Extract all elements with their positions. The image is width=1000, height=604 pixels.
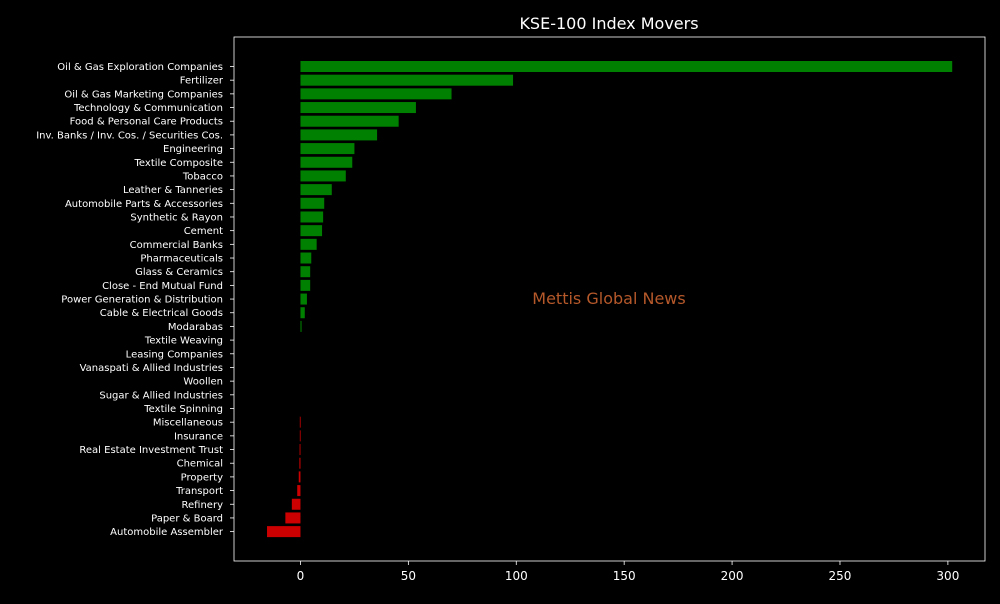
- y-tick-label: Textile Composite: [134, 158, 223, 169]
- y-tick-label: Close - End Mutual Fund: [102, 281, 223, 292]
- bar-10: [300, 197, 325, 209]
- y-tick-label: Cable & Electrical Goods: [100, 308, 223, 319]
- y-tick-label: Automobile Parts & Accessories: [65, 199, 223, 210]
- y-tick-label: Automobile Assembler: [110, 527, 224, 538]
- bar-1: [300, 74, 514, 86]
- y-tick-label: Sugar & Allied Industries: [99, 390, 223, 401]
- x-tick-label: 200: [721, 569, 744, 583]
- y-tick-label: Real Estate Investment Trust: [79, 445, 223, 456]
- y-tick-label: Leasing Companies: [126, 349, 223, 360]
- bar-13: [300, 238, 317, 250]
- y-tick-label: Textile Spinning: [143, 404, 223, 415]
- y-tick-label: Inv. Banks / Inv. Cos. / Securities Cos.: [36, 130, 223, 141]
- x-tick-label: 100: [505, 569, 528, 583]
- bar-12: [300, 225, 323, 237]
- bar-18: [300, 307, 305, 319]
- x-tick-label: 300: [936, 569, 959, 583]
- y-tick-label: Oil & Gas Exploration Companies: [57, 62, 223, 73]
- bar-9: [300, 184, 332, 196]
- bar-19: [300, 320, 302, 332]
- y-tick-label: Glass & Ceramics: [135, 267, 223, 278]
- bar-15: [300, 266, 311, 278]
- bar-34: [267, 526, 301, 538]
- bar-5: [300, 129, 378, 141]
- y-tick-label: Technology & Communication: [73, 103, 223, 114]
- y-tick-label: Property: [181, 472, 223, 483]
- y-tick-label: Leather & Tanneries: [123, 185, 223, 196]
- bar-7: [300, 156, 353, 168]
- bar-32: [291, 498, 301, 510]
- y-tick-label: Miscellaneous: [153, 418, 223, 429]
- y-tick-label: Fertilizer: [180, 76, 224, 87]
- bar-17: [300, 293, 307, 305]
- y-tick-label: Refinery: [182, 500, 224, 511]
- bar-16: [300, 279, 311, 291]
- y-tick-label: Cement: [184, 226, 223, 237]
- bar-11: [300, 211, 324, 223]
- bar-31: [297, 485, 301, 497]
- bar-26: [299, 416, 301, 428]
- y-tick-label: Pharmaceuticals: [140, 254, 223, 265]
- y-tick-label: Oil & Gas Marketing Companies: [64, 89, 223, 100]
- y-tick-label: Food & Personal Care Products: [70, 117, 223, 128]
- y-tick-label: Engineering: [163, 144, 223, 155]
- y-tick-label: Commercial Banks: [130, 240, 223, 251]
- bars-group: [267, 61, 953, 538]
- y-tick-label: Tobacco: [182, 171, 223, 182]
- bar-8: [300, 170, 346, 182]
- bar-33: [285, 512, 301, 524]
- bar-30: [298, 471, 301, 483]
- watermark-annotation: Mettis Global News: [532, 289, 685, 308]
- x-tick-label: 0: [297, 569, 305, 583]
- y-tick-label: Synthetic & Rayon: [130, 212, 223, 223]
- y-tick-label: Vanaspati & Allied Industries: [80, 363, 223, 374]
- y-tick-label: Power Generation & Distribution: [61, 295, 223, 306]
- y-tick-label: Modarabas: [168, 322, 223, 333]
- bar-6: [300, 143, 355, 155]
- y-tick-label: Chemical: [177, 459, 223, 470]
- x-axis: 0 50 100 150 200 250 300: [297, 561, 959, 583]
- y-tick-label: Insurance: [174, 431, 223, 442]
- chart-title: KSE-100 Index Movers: [519, 14, 698, 33]
- y-tick-label: Paper & Board: [151, 513, 223, 524]
- y-tick-label: Transport: [175, 486, 223, 497]
- bar-14: [300, 252, 312, 264]
- bar-2: [300, 88, 452, 100]
- bar-28: [299, 444, 301, 456]
- bar-29: [299, 457, 301, 469]
- y-axis: Oil & Gas Exploration Companies Fertilize…: [36, 62, 234, 538]
- bar-3: [300, 102, 416, 114]
- x-tick-label: 150: [613, 569, 636, 583]
- x-tick-label: 250: [829, 569, 852, 583]
- y-tick-label: Textile Weaving: [144, 336, 223, 347]
- bar-0: [300, 61, 953, 72]
- y-tick-label: Woollen: [183, 377, 223, 388]
- bar-27: [299, 430, 301, 442]
- bar-4: [300, 115, 399, 127]
- x-tick-label: 50: [401, 569, 416, 583]
